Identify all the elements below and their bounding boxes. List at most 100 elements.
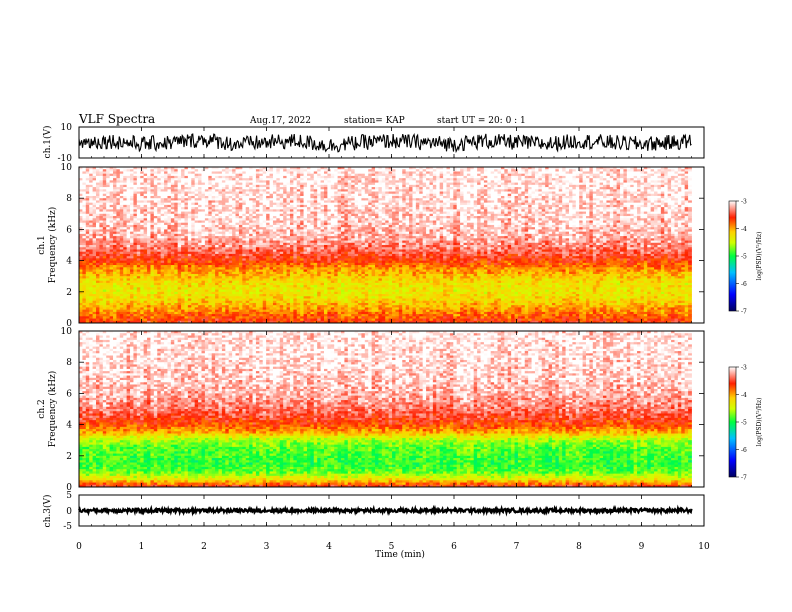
- spectrogram-cell: [133, 302, 138, 306]
- spectrogram-cell: [116, 318, 121, 322]
- spectrogram-cell: [198, 305, 202, 308]
- spectrogram-cell: [170, 256, 175, 259]
- spectrogram-cell: [123, 287, 128, 290]
- spectrogram-cell: [147, 302, 151, 306]
- spectrogram-cell: [170, 276, 175, 279]
- spectrogram-cell: [153, 193, 158, 197]
- spectrogram-cell: [218, 291, 223, 295]
- spectrogram-cell: [153, 222, 158, 226]
- spectrogram-cell: [89, 187, 94, 190]
- spectrogram-cell: [136, 229, 141, 233]
- spectrogram-cell: [99, 187, 104, 190]
- spectrogram-cell: [211, 173, 216, 177]
- spectrogram-cell: [89, 195, 94, 199]
- spectrogram-cell: [140, 191, 145, 195]
- spectrogram-cell: [208, 258, 213, 261]
- spectrogram-cell: [170, 320, 175, 324]
- spectrogram-cell: [99, 294, 104, 297]
- spectrogram-cell: [167, 169, 172, 172]
- spectrogram-cell: [215, 262, 219, 266]
- spectrogram-cell: [89, 251, 94, 255]
- spectrogram-cell: [119, 216, 124, 219]
- spectrogram-cell: [218, 280, 223, 284]
- spectrogram-cell: [198, 249, 202, 253]
- spectrogram-cell: [113, 320, 117, 324]
- spectrogram-cell: [191, 182, 196, 186]
- spectrogram-cell: [92, 305, 97, 308]
- spectrogram-cell: [89, 184, 94, 188]
- spectrogram-cell: [123, 187, 128, 190]
- spectrogram-cell: [164, 207, 168, 210]
- spectrogram-cell: [201, 305, 206, 308]
- spectrogram-cell: [170, 218, 175, 221]
- spectrogram-cell: [96, 209, 100, 212]
- spectrogram-cell: [92, 171, 97, 175]
- spectrogram-cell: [102, 316, 107, 319]
- spectrogram-cell: [126, 253, 131, 257]
- spectrogram-cell: [119, 173, 124, 177]
- spectrogram-cell: [82, 260, 87, 264]
- spectrogram-cell: [198, 300, 202, 304]
- spectrogram-cell: [208, 245, 213, 248]
- spectrogram-cell: [119, 187, 124, 190]
- spectrogram-cell: [113, 245, 117, 248]
- spectrogram-cell: [204, 207, 209, 210]
- spectrogram-cell: [194, 287, 199, 290]
- spectrogram-cell: [136, 173, 141, 177]
- spectrogram-cell: [85, 298, 90, 302]
- spectrogram-cell: [218, 269, 223, 273]
- spectrogram-cell: [130, 267, 134, 270]
- spectrogram-cell: [130, 187, 134, 190]
- spectrogram-cell: [102, 231, 107, 235]
- spectrogram-cell: [170, 211, 175, 215]
- spectrogram-cell: [82, 258, 87, 261]
- spectrogram-cell: [201, 251, 206, 255]
- spectrogram-cell: [160, 316, 165, 319]
- spectrogram-cell: [187, 245, 192, 248]
- spectrogram-cell: [119, 262, 124, 266]
- spectrogram-cell: [147, 269, 151, 273]
- spectrogram-cell: [79, 236, 83, 239]
- spectrogram-cell: [191, 309, 196, 313]
- spectrogram-cell: [187, 260, 192, 264]
- spectrogram-cell: [143, 282, 148, 286]
- spectrogram-cell: [89, 271, 94, 275]
- spectrogram-cell: [116, 298, 121, 302]
- spectrogram-cell: [106, 211, 111, 215]
- spectrogram-cell: [160, 169, 165, 172]
- spectrogram-cell: [119, 202, 124, 206]
- spectrogram-cell: [174, 191, 179, 195]
- spectrogram-cell: [174, 307, 179, 311]
- spectrogram-cell: [92, 298, 97, 302]
- spectrogram-cell: [92, 209, 97, 212]
- spectrogram-cell: [116, 180, 121, 183]
- spectrogram-cell: [123, 273, 128, 277]
- spectrogram-cell: [184, 216, 189, 219]
- spectrogram-cell: [92, 222, 97, 226]
- spectrogram-cell: [208, 260, 213, 264]
- spectrogram-cell: [208, 316, 213, 319]
- spectrogram-cell: [187, 180, 192, 183]
- spectrogram-cell: [167, 187, 172, 190]
- spectrogram-cell: [82, 271, 87, 275]
- spectrogram-cell: [99, 193, 104, 197]
- spectrogram-cell: [82, 236, 87, 239]
- spectrogram-cell: [92, 189, 97, 192]
- spectrogram-cell: [157, 178, 162, 181]
- spectrogram-cell: [150, 307, 155, 311]
- spectrogram-cell: [174, 227, 179, 230]
- spectrogram-cell: [157, 169, 162, 172]
- spectrogram-cell: [123, 204, 128, 208]
- spectrogram-cell: [157, 316, 162, 319]
- spectrogram-cell: [218, 316, 223, 319]
- spectrogram-cell: [79, 207, 83, 210]
- spectrogram-cell: [194, 316, 199, 319]
- spectrogram-cell: [126, 231, 131, 235]
- spectrogram-cell: [89, 189, 94, 192]
- spectrogram-cell: [194, 305, 199, 308]
- spectrogram-cell: [164, 276, 168, 279]
- spectrogram-cell: [198, 175, 202, 179]
- spectrogram-cell: [96, 245, 100, 248]
- spectrogram-cell: [82, 200, 87, 204]
- spectrogram-cell: [102, 296, 107, 299]
